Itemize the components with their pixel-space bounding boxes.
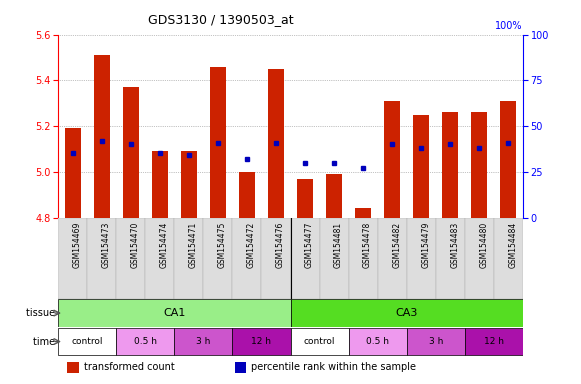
Text: GSM154469: GSM154469 bbox=[73, 222, 81, 268]
Bar bbox=[94, 55, 110, 217]
Bar bbox=[67, 362, 79, 373]
FancyBboxPatch shape bbox=[407, 328, 465, 355]
FancyBboxPatch shape bbox=[290, 217, 320, 299]
Bar bbox=[181, 151, 197, 217]
FancyBboxPatch shape bbox=[58, 300, 290, 327]
FancyBboxPatch shape bbox=[203, 217, 232, 299]
Text: CA1: CA1 bbox=[163, 308, 185, 318]
Text: control: control bbox=[71, 337, 103, 346]
Text: GSM154477: GSM154477 bbox=[305, 222, 314, 268]
Text: 12 h: 12 h bbox=[484, 337, 504, 346]
FancyBboxPatch shape bbox=[436, 217, 465, 299]
FancyBboxPatch shape bbox=[232, 217, 261, 299]
FancyBboxPatch shape bbox=[494, 217, 523, 299]
Text: percentile rank within the sample: percentile rank within the sample bbox=[251, 362, 416, 372]
Text: transformed count: transformed count bbox=[84, 362, 174, 372]
FancyBboxPatch shape bbox=[290, 300, 523, 327]
Text: 100%: 100% bbox=[496, 21, 523, 31]
FancyBboxPatch shape bbox=[58, 217, 87, 299]
Text: 0.5 h: 0.5 h bbox=[366, 337, 389, 346]
FancyBboxPatch shape bbox=[58, 328, 116, 355]
Text: GDS3130 / 1390503_at: GDS3130 / 1390503_at bbox=[148, 13, 293, 26]
Bar bbox=[123, 87, 139, 217]
Text: CA3: CA3 bbox=[396, 308, 418, 318]
Text: GSM154481: GSM154481 bbox=[334, 222, 343, 268]
FancyBboxPatch shape bbox=[349, 217, 378, 299]
FancyBboxPatch shape bbox=[232, 328, 290, 355]
Text: tissue: tissue bbox=[26, 308, 58, 318]
Bar bbox=[210, 66, 226, 217]
Bar bbox=[471, 112, 487, 217]
FancyBboxPatch shape bbox=[465, 328, 523, 355]
Bar bbox=[239, 172, 255, 217]
Text: GSM154482: GSM154482 bbox=[392, 222, 401, 268]
Text: GSM154471: GSM154471 bbox=[189, 222, 198, 268]
Text: GSM154479: GSM154479 bbox=[421, 222, 430, 268]
Bar bbox=[235, 362, 246, 373]
Bar bbox=[413, 114, 429, 217]
Text: 12 h: 12 h bbox=[252, 337, 271, 346]
Text: GSM154473: GSM154473 bbox=[102, 222, 110, 268]
Text: GSM154475: GSM154475 bbox=[218, 222, 227, 268]
FancyBboxPatch shape bbox=[261, 217, 290, 299]
Text: GSM154474: GSM154474 bbox=[160, 222, 168, 268]
Text: GSM154483: GSM154483 bbox=[450, 222, 459, 268]
Text: 0.5 h: 0.5 h bbox=[134, 337, 157, 346]
Text: GSM154470: GSM154470 bbox=[131, 222, 139, 268]
Text: GSM154476: GSM154476 bbox=[276, 222, 285, 268]
Bar bbox=[500, 101, 517, 217]
FancyBboxPatch shape bbox=[349, 328, 407, 355]
Text: GSM154480: GSM154480 bbox=[479, 222, 488, 268]
Bar bbox=[384, 101, 400, 217]
Bar bbox=[442, 112, 458, 217]
FancyBboxPatch shape bbox=[290, 328, 349, 355]
Bar bbox=[64, 128, 81, 217]
FancyBboxPatch shape bbox=[87, 217, 116, 299]
FancyBboxPatch shape bbox=[145, 217, 174, 299]
FancyBboxPatch shape bbox=[465, 217, 494, 299]
Text: GSM154472: GSM154472 bbox=[247, 222, 256, 268]
FancyBboxPatch shape bbox=[174, 328, 232, 355]
FancyBboxPatch shape bbox=[116, 217, 145, 299]
FancyBboxPatch shape bbox=[116, 328, 174, 355]
Bar bbox=[268, 69, 284, 217]
FancyBboxPatch shape bbox=[320, 217, 349, 299]
Bar bbox=[152, 151, 168, 217]
Text: 3 h: 3 h bbox=[429, 337, 443, 346]
Text: GSM154478: GSM154478 bbox=[363, 222, 372, 268]
Text: time: time bbox=[33, 336, 58, 346]
FancyBboxPatch shape bbox=[378, 217, 407, 299]
Bar bbox=[326, 174, 342, 217]
Text: control: control bbox=[304, 337, 335, 346]
Bar bbox=[297, 179, 313, 217]
Text: GSM154484: GSM154484 bbox=[508, 222, 517, 268]
Text: 3 h: 3 h bbox=[196, 337, 210, 346]
FancyBboxPatch shape bbox=[174, 217, 203, 299]
FancyBboxPatch shape bbox=[407, 217, 436, 299]
Bar bbox=[355, 209, 371, 217]
